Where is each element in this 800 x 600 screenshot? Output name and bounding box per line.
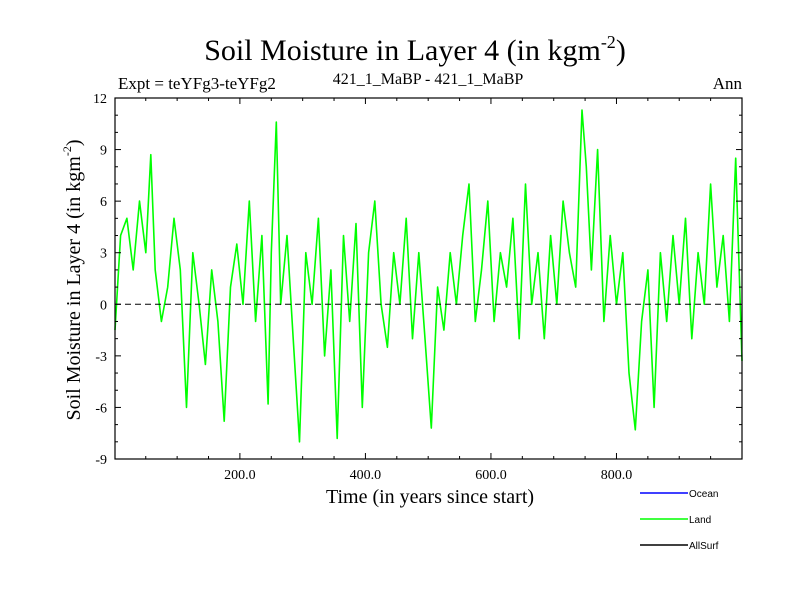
chart-title-main: Soil Moisture in Layer 4 (in kgm — [204, 34, 601, 67]
y-tick-label: 6 — [100, 195, 107, 210]
series-line-land — [114, 109, 743, 443]
x-tick-label: 800.0 — [601, 468, 633, 483]
season-label: Ann — [713, 74, 743, 93]
y-tick-label: 12 — [93, 92, 107, 107]
x-tick-label: 200.0 — [224, 468, 256, 483]
y-tick-label: 3 — [100, 247, 107, 262]
y-axis-label-main: Soil Moisture in Layer 4 (in kgm — [63, 156, 85, 421]
legend-item-ocean: Ocean — [640, 489, 718, 500]
y-tick-label: 9 — [100, 144, 107, 159]
y-axis-label: Soil Moisture in Layer 4 (in kgm-2) — [60, 139, 85, 420]
chart-title-superscript: -2 — [601, 32, 616, 52]
series-group — [114, 109, 743, 443]
y-axis-label-superscript: -2 — [60, 146, 74, 156]
axis-ticks: -9 -6 -3 0 3 6 9 12 200.0 400.0 600.0 800.0 — [93, 92, 742, 483]
chart-title: Soil Moisture in Layer 4 (in kgm-2) — [204, 32, 626, 67]
chart-title-close: ) — [616, 34, 626, 67]
legend: Ocean Land AllSurf — [640, 489, 719, 552]
legend-item-land: Land — [640, 515, 711, 526]
legend-label-ocean: Ocean — [689, 489, 718, 500]
y-tick-label: -3 — [95, 350, 107, 365]
y-tick-label: -9 — [95, 453, 107, 468]
x-axis-label: Time (in years since start) — [326, 486, 534, 508]
experiment-label: Expt = teYFg3-teYFg2 — [118, 74, 276, 93]
y-tick-label: -6 — [95, 401, 107, 416]
chart-subtitle: 421_1_MaBP - 421_1_MaBP — [333, 71, 524, 88]
legend-item-allsurf: AllSurf — [640, 541, 719, 552]
y-tick-label: 0 — [100, 298, 107, 313]
legend-label-allsurf: AllSurf — [689, 541, 719, 552]
y-axis-label-close: ) — [63, 139, 85, 146]
legend-label-land: Land — [689, 515, 711, 526]
x-tick-label: 400.0 — [350, 468, 382, 483]
x-tick-label: 600.0 — [475, 468, 507, 483]
